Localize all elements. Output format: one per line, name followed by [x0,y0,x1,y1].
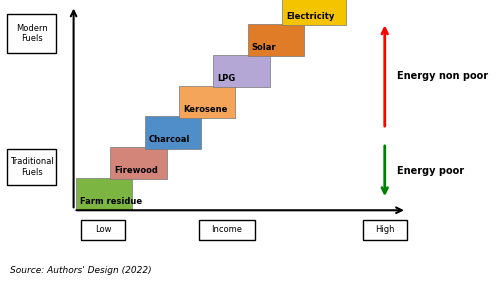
FancyBboxPatch shape [282,0,346,25]
FancyBboxPatch shape [8,149,56,185]
Text: Kerosene: Kerosene [183,105,227,114]
Text: High: High [375,225,394,235]
FancyBboxPatch shape [81,220,125,240]
Text: Low: Low [95,225,111,235]
FancyBboxPatch shape [144,116,201,149]
FancyBboxPatch shape [248,24,304,56]
FancyBboxPatch shape [213,55,270,87]
FancyBboxPatch shape [8,14,56,53]
Text: Modern
Fuels: Modern Fuels [16,24,48,43]
Text: Farm residue: Farm residue [80,197,142,206]
Text: Charcoal: Charcoal [148,135,190,144]
Text: Firewood: Firewood [114,166,158,175]
Text: Solar: Solar [252,43,276,52]
FancyBboxPatch shape [179,86,236,118]
Text: Electricity: Electricity [286,12,334,21]
Text: LPG: LPG [217,74,236,83]
Text: Source: Authors' Design (2022): Source: Authors' Design (2022) [10,266,152,275]
Text: Energy poor: Energy poor [397,166,464,176]
FancyBboxPatch shape [110,147,166,179]
FancyBboxPatch shape [76,178,132,210]
FancyBboxPatch shape [198,220,255,240]
Text: Traditional
Fuels: Traditional Fuels [10,157,54,176]
Text: Energy non poor: Energy non poor [397,71,488,81]
Text: Income: Income [211,225,242,235]
FancyBboxPatch shape [362,220,407,240]
